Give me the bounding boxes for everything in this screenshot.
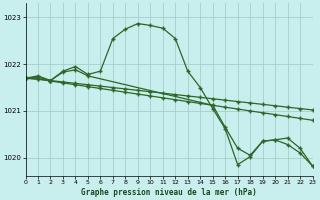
X-axis label: Graphe pression niveau de la mer (hPa): Graphe pression niveau de la mer (hPa) — [81, 188, 257, 197]
